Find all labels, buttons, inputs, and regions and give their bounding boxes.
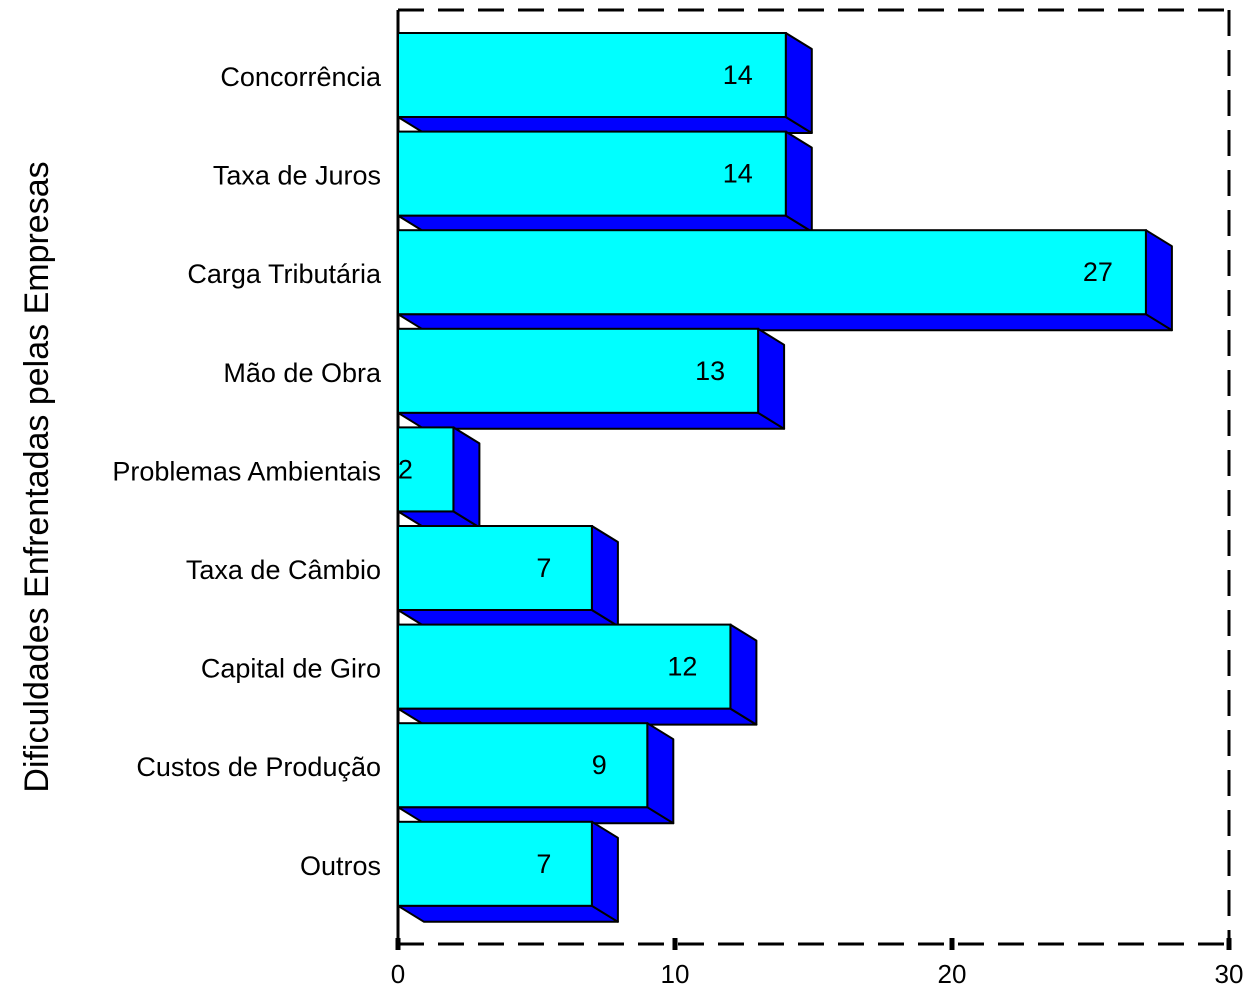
- bar-side-face: [1144, 229, 1173, 332]
- bar-bottom-face: [397, 411, 786, 430]
- bar-side-face: [757, 327, 786, 430]
- x-tick-label: 0: [391, 959, 405, 989]
- bar-front-face: [397, 820, 593, 907]
- bar-front-face: [397, 130, 787, 217]
- y-axis-title: Dificuldades Enfrentadas pelas Empresas: [18, 161, 56, 792]
- bar-front-face: [397, 426, 455, 513]
- bar-value-label: 13: [695, 356, 725, 386]
- bar-value-label: 27: [1083, 257, 1113, 287]
- bar-front-face: [397, 722, 649, 809]
- bar: 12: [397, 623, 758, 726]
- category-label: Problemas Ambientais: [112, 456, 381, 486]
- category-label: Custos de Produção: [136, 752, 381, 782]
- bar-value-label: 7: [536, 553, 551, 583]
- bar-side-face: [590, 820, 619, 923]
- bar-bottom-face: [397, 904, 619, 923]
- bar: 13: [397, 327, 786, 430]
- bar: 7: [397, 820, 619, 923]
- bar-front-face: [397, 327, 760, 414]
- bar-value-label: 7: [536, 849, 551, 879]
- bar-value-label: 14: [723, 60, 753, 90]
- bar-front-face: [397, 525, 593, 611]
- category-label: Carga Tributária: [187, 259, 382, 289]
- bar: 2: [397, 426, 481, 529]
- category-label: Concorrência: [220, 62, 382, 92]
- bar-side-face: [590, 525, 619, 627]
- x-tick-label: 10: [661, 959, 690, 989]
- bar: 9: [397, 722, 675, 825]
- bar-side-face: [646, 722, 675, 825]
- bar-side-face: [729, 623, 758, 726]
- bar-front-face: [397, 229, 1147, 316]
- category-label: Taxa de Câmbio: [186, 555, 381, 585]
- bar: 7: [397, 525, 619, 627]
- x-tick-label: 30: [1215, 959, 1244, 989]
- x-axis: 0 10 20 30: [391, 938, 1244, 989]
- bar-side-face: [784, 130, 813, 233]
- category-label: Taxa de Juros: [213, 161, 381, 191]
- bar-value-label: 9: [592, 750, 607, 780]
- bar: 14: [397, 130, 813, 233]
- bar-front-face: [397, 623, 732, 710]
- category-labels: Concorrência Taxa de Juros Carga Tributári…: [112, 62, 382, 881]
- category-label: Capital de Giro: [201, 654, 381, 684]
- bar-side-face: [784, 32, 813, 134]
- category-label: Mão de Obra: [223, 358, 382, 388]
- x-tick-label: 20: [938, 959, 967, 989]
- bar: 14: [397, 32, 813, 134]
- bar-value-label: 12: [667, 652, 697, 682]
- bar-bottom-face: [397, 707, 758, 726]
- category-label: Outros: [300, 851, 381, 881]
- bar-side-face: [452, 426, 481, 529]
- bar-value-label: 2: [398, 454, 413, 484]
- bar-value-label: 14: [723, 159, 753, 189]
- bar: 27: [397, 229, 1173, 332]
- bar-front-face: [397, 32, 787, 118]
